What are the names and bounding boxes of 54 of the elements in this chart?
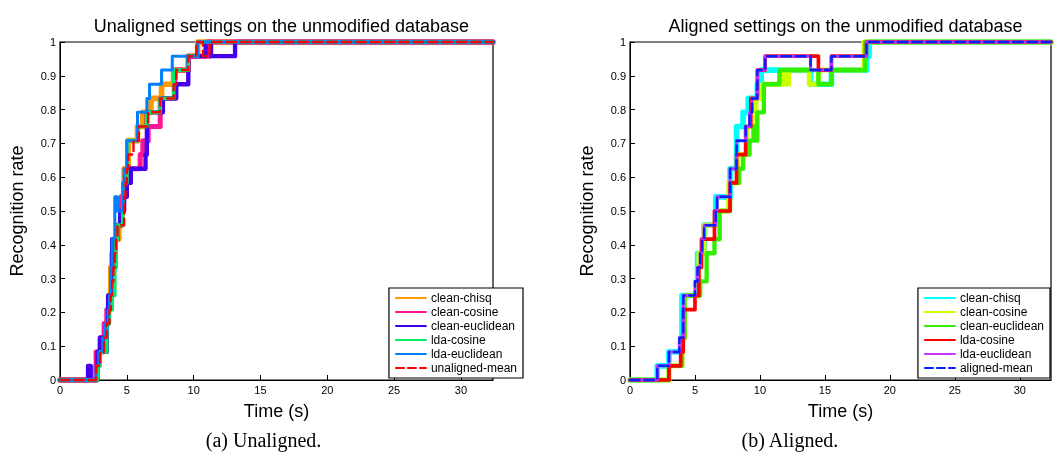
- legend-label: aligned-mean: [959, 361, 1033, 375]
- y-tick-label: 0.4: [40, 238, 56, 251]
- y-tick-label: 0.2: [610, 306, 626, 319]
- legend-label: lda-euclidean: [430, 347, 503, 361]
- x-tick-label: 30: [1013, 383, 1026, 396]
- legend-label: unaligned-mean: [430, 361, 517, 375]
- x-tick-label: 20: [321, 383, 334, 396]
- y-axis-title: Recognition rate: [7, 145, 27, 277]
- text: (b) Aligned.: [741, 429, 839, 452]
- y-tick-label: 0.1: [610, 340, 626, 353]
- x-tick-label: 5: [691, 383, 699, 396]
- y-tick-label: 0.6: [610, 171, 626, 184]
- chart-title: Aligned settings on the unmodified database: [668, 16, 1023, 36]
- x-tick-label: 15: [818, 383, 832, 396]
- x-tick-label: 25: [948, 383, 961, 396]
- legend-label: clean-euclidean: [430, 319, 515, 333]
- legend-label: clean-cosine: [959, 305, 1028, 319]
- legend-label: lda-euclidean: [959, 347, 1032, 361]
- legend-label: lda-cosine: [430, 333, 486, 347]
- x-tick-label: 25: [387, 383, 401, 396]
- x-tick-label: 30: [454, 383, 468, 396]
- x-tick-label: 10: [753, 383, 767, 396]
- chart-title: Unaligned settings on the unmodified database: [93, 16, 470, 36]
- y-tick-label: 0.3: [610, 272, 626, 285]
- x-tick-label: 10: [187, 383, 200, 396]
- y-tick-label: 0.3: [40, 272, 56, 285]
- legend-label: lda-cosine: [959, 333, 1015, 347]
- y-tick-label: 0: [49, 374, 56, 386]
- y-tick-label: 0.5: [40, 205, 56, 217]
- legend-label: clean-chisq: [430, 291, 492, 305]
- y-tick-label: 0.6: [40, 171, 56, 184]
- y-tick-label: 0.7: [40, 137, 56, 150]
- y-tick-label: 0.8: [40, 103, 56, 116]
- y-tick-label: 0.9: [40, 69, 56, 82]
- x-axis-title: Time (s): [807, 401, 874, 421]
- y-tick-label: 1: [619, 36, 626, 48]
- x-tick-label: 15: [254, 383, 267, 396]
- y-tick-label: 0: [619, 374, 626, 386]
- y-tick-label: 0.5: [610, 205, 626, 217]
- x-tick-label: 5: [123, 383, 130, 396]
- y-tick-label: 0.8: [610, 103, 626, 116]
- y-tick-label: 0.4: [610, 238, 626, 251]
- text: (a) Unaligned.: [205, 429, 322, 452]
- y-axis-title: Recognition rate: [577, 145, 597, 277]
- y-tick-label: 0.9: [610, 69, 626, 82]
- x-tick-label: 20: [883, 383, 896, 396]
- y-tick-label: 0.1: [40, 340, 56, 353]
- y-tick-label: 1: [49, 36, 56, 48]
- y-tick-label: 0.2: [40, 306, 56, 319]
- y-tick-label: 0.7: [610, 137, 626, 150]
- x-axis-title: Time (s): [243, 401, 310, 421]
- legend-label: clean-euclidean: [959, 319, 1044, 333]
- legend-label: clean-chisq: [959, 291, 1021, 305]
- legend-label: clean-cosine: [430, 305, 499, 319]
